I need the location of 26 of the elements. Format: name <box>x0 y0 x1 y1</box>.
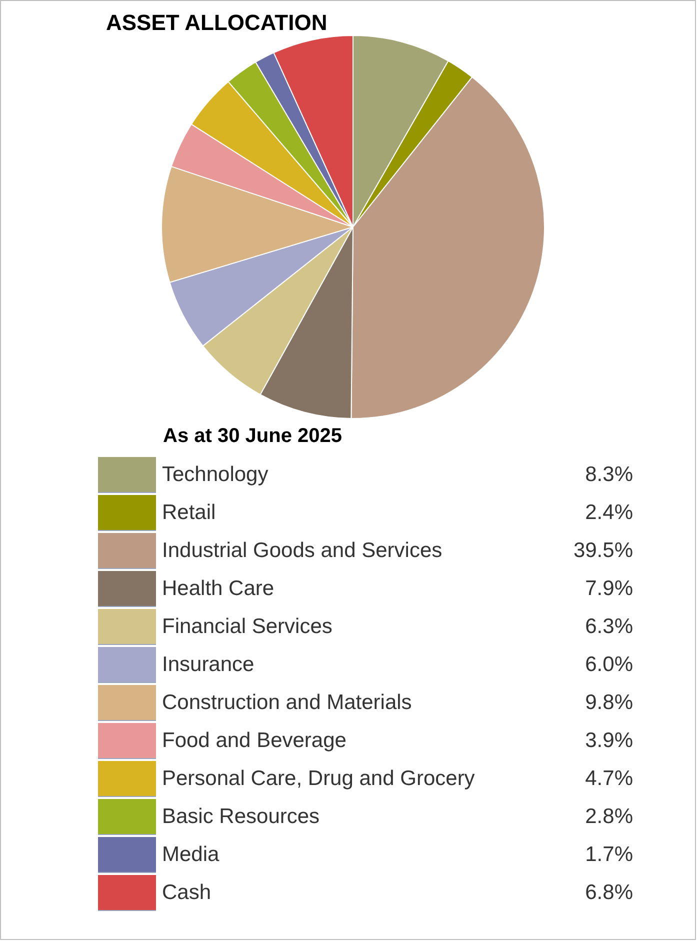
data-label: 6.3% <box>584 615 634 639</box>
data-label: 3.9% <box>584 729 634 753</box>
data-label: 4.7% <box>584 767 634 791</box>
data-label: 1.7% <box>584 843 634 867</box>
chart-title: ASSET ALLOCATION <box>106 10 328 36</box>
legend-label: Media <box>162 843 220 867</box>
data-label: 39.5% <box>572 539 634 563</box>
legend-label: Health Care <box>162 577 276 601</box>
legend-label: Cash <box>162 881 212 905</box>
legend-label: Retail <box>162 501 217 525</box>
legend-label: Personal Care, Drug and Grocery <box>162 767 476 791</box>
data-label: 6.8% <box>584 881 634 905</box>
data-label: 2.8% <box>584 805 634 829</box>
legend-label: Food and Beverage <box>162 729 348 753</box>
legend-label: Financial Services <box>162 615 334 639</box>
data-label: 6.0% <box>584 653 634 677</box>
data-label: 8.3% <box>584 463 634 487</box>
text: As at 30 June 2025 <box>163 425 342 448</box>
data-label: 2.4% <box>584 501 634 525</box>
legend-label: Insurance <box>162 653 256 677</box>
legend-label: Industrial Goods and Services <box>162 539 444 563</box>
legend-label: Basic Resources <box>162 805 321 829</box>
legend-label: Technology <box>162 463 270 487</box>
legend-label: Construction and Materials <box>162 691 413 715</box>
data-label: 7.9% <box>584 577 634 601</box>
data-label: 9.8% <box>584 691 634 715</box>
